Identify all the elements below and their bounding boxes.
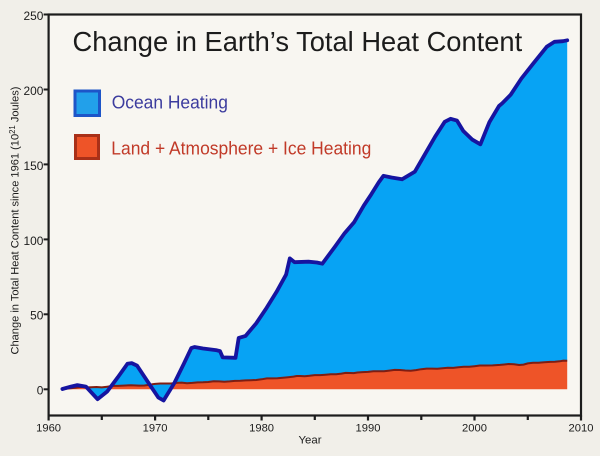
svg-text:Land + Atmosphere + Ice Heatin: Land + Atmosphere + Ice Heating (111, 139, 371, 159)
svg-text:0: 0 (37, 384, 44, 398)
svg-text:200: 200 (24, 84, 44, 98)
svg-text:2000: 2000 (462, 423, 487, 435)
svg-text:1960: 1960 (36, 423, 61, 435)
svg-text:2010: 2010 (569, 423, 594, 435)
svg-text:1980: 1980 (249, 423, 274, 435)
svg-text:Change in Earth’s Total Heat C: Change in Earth’s Total Heat Content (73, 26, 523, 57)
svg-text:Change in Total Heat Content s: Change in Total Heat Content since 1961 … (8, 86, 22, 354)
svg-text:50: 50 (30, 309, 44, 323)
svg-text:1990: 1990 (356, 423, 381, 435)
svg-text:150: 150 (24, 159, 44, 173)
svg-text:100: 100 (24, 234, 44, 248)
svg-text:Year: Year (299, 435, 322, 447)
svg-text:250: 250 (24, 9, 44, 23)
svg-text:1970: 1970 (143, 423, 168, 435)
svg-text:Ocean Heating: Ocean Heating (112, 92, 228, 112)
